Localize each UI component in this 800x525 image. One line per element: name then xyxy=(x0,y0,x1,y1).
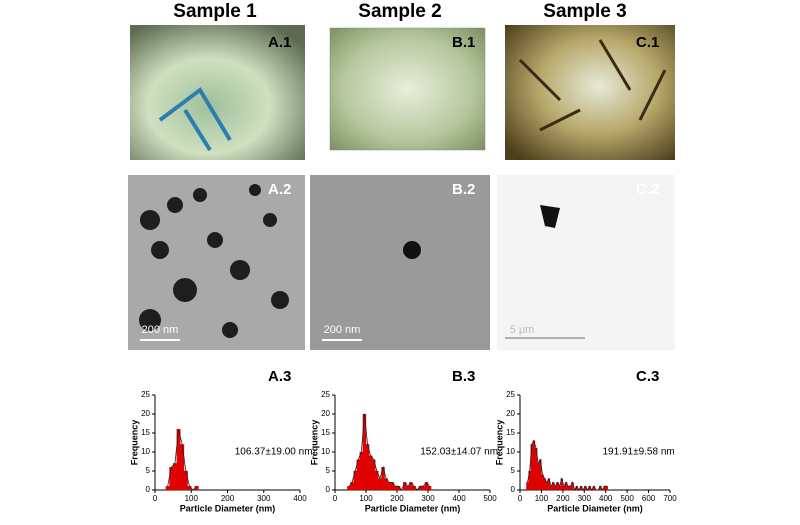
panel-label: A.3 xyxy=(268,368,291,385)
y-tick-label: 0 xyxy=(146,485,151,494)
x-tick-label: 700 xyxy=(663,494,677,503)
bar xyxy=(169,467,174,491)
particles xyxy=(139,184,289,338)
x-tick-label: 0 xyxy=(153,494,158,503)
column-title: Sample 1 xyxy=(173,1,257,22)
micrograph-detail xyxy=(158,87,232,152)
scale-bar-label: 5 μm xyxy=(510,324,535,336)
bar xyxy=(183,470,188,491)
bar xyxy=(165,486,170,491)
micrograph xyxy=(130,25,305,160)
x-tick-label: 500 xyxy=(483,494,497,503)
y-tick-label: 10 xyxy=(506,447,515,456)
y-tick-label: 25 xyxy=(506,390,515,399)
panel-label: B.2 xyxy=(452,181,475,198)
y-axis-label: Frequency xyxy=(494,420,504,466)
x-axis-label: Particle Diameter (nm) xyxy=(547,503,643,513)
y-tick-label: 5 xyxy=(326,466,331,475)
y-tick-label: 25 xyxy=(321,390,330,399)
column-title: Sample 2 xyxy=(358,1,441,22)
y-tick-label: 20 xyxy=(321,409,330,418)
bar xyxy=(365,444,370,491)
y-tick-label: 5 xyxy=(146,466,151,475)
bar xyxy=(526,482,529,491)
y-tick-label: 0 xyxy=(511,485,516,494)
annotation: 152.03±14.07 nm xyxy=(420,447,498,458)
bar xyxy=(378,478,382,491)
panel-label: A.2 xyxy=(268,181,291,198)
bar xyxy=(536,463,540,491)
x-tick-label: 0 xyxy=(518,494,523,503)
fit-line xyxy=(348,413,430,491)
tem-image xyxy=(497,175,675,350)
panel-label: A.1 xyxy=(268,34,291,51)
bar xyxy=(569,486,572,491)
x-axis-label: Particle Diameter (nm) xyxy=(365,503,461,513)
scale-bar-label: 200 nm xyxy=(142,324,179,336)
panel-label: C.2 xyxy=(636,181,659,198)
column-title: Sample 3 xyxy=(543,1,626,22)
micrograph-detail xyxy=(518,39,667,132)
y-tick-label: 20 xyxy=(506,409,515,418)
bar xyxy=(605,486,609,491)
y-tick-label: 15 xyxy=(321,428,330,437)
bar xyxy=(172,463,177,491)
x-tick-label: 200 xyxy=(221,494,235,503)
scale-bar-label: 200 nm xyxy=(324,324,361,336)
x-tick-label: 600 xyxy=(642,494,656,503)
x-tick-label: 0 xyxy=(333,494,338,503)
fit-line xyxy=(527,439,607,492)
y-tick-label: 0 xyxy=(326,485,331,494)
panel-label: C.1 xyxy=(636,34,659,51)
bar xyxy=(532,440,536,491)
tem-image xyxy=(310,175,490,350)
bar xyxy=(393,486,398,491)
x-axis-label: Particle Diameter (nm) xyxy=(180,503,276,513)
x-tick-label: 300 xyxy=(578,494,592,503)
bar xyxy=(387,482,391,491)
panel-label: B.3 xyxy=(452,368,475,385)
particle xyxy=(540,205,560,228)
fit-line xyxy=(167,429,197,491)
bar xyxy=(427,486,432,491)
y-tick-label: 25 xyxy=(141,390,150,399)
bar xyxy=(347,486,351,491)
x-tick-label: 400 xyxy=(599,494,613,503)
panel-label: C.3 xyxy=(636,368,659,385)
x-tick-label: 100 xyxy=(359,494,373,503)
x-tick-label: 100 xyxy=(535,494,549,503)
annotation: 191.91±9.58 nm xyxy=(603,447,675,458)
bar xyxy=(359,451,364,491)
y-tick-label: 10 xyxy=(321,447,330,456)
bar xyxy=(421,486,426,491)
y-tick-label: 15 xyxy=(506,428,515,437)
annotation: 106.37±19.00 nm xyxy=(235,447,313,458)
x-tick-label: 300 xyxy=(257,494,271,503)
micrograph xyxy=(329,27,486,151)
x-tick-label: 400 xyxy=(452,494,466,503)
y-tick-label: 5 xyxy=(511,466,516,475)
x-tick-label: 100 xyxy=(185,494,199,503)
x-tick-label: 200 xyxy=(390,494,404,503)
bar xyxy=(368,455,373,491)
x-tick-label: 400 xyxy=(293,494,307,503)
x-tick-label: 200 xyxy=(556,494,570,503)
micrograph xyxy=(505,25,675,160)
y-tick-label: 10 xyxy=(141,447,150,456)
x-tick-label: 500 xyxy=(620,494,634,503)
x-tick-label: 300 xyxy=(421,494,435,503)
y-tick-label: 20 xyxy=(141,409,150,418)
bar xyxy=(541,474,544,491)
y-axis-label: Frequency xyxy=(129,420,139,466)
panel-label: B.1 xyxy=(452,34,475,51)
particle xyxy=(403,241,421,259)
y-tick-label: 15 xyxy=(141,428,150,437)
bar xyxy=(566,486,570,491)
bar xyxy=(545,482,549,491)
y-axis-label: Frequency xyxy=(309,420,319,466)
